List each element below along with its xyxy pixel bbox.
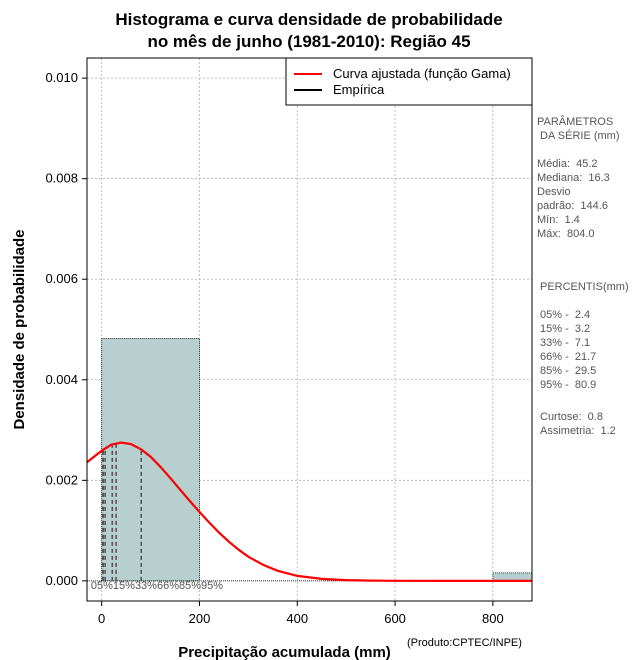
y-tick-label: 0.008 <box>45 171 78 186</box>
percentiles-title: PERCENTIS(mm) <box>540 281 629 293</box>
shape-values: Curtose: 0.8 Assimetria: 1.2 <box>540 411 616 437</box>
credit-note: (Produto:CPTEC/INPE) <box>407 637 522 649</box>
percentiles-values: 05% - 2.4 15% - 3.2 33% - 7.1 66% - 21.7… <box>540 309 597 391</box>
x-tick-label: 0 <box>98 611 105 626</box>
x-tick-label: 200 <box>189 611 211 626</box>
y-tick-label: 0.006 <box>45 271 78 286</box>
percentile-annotation: 05%15%33%66%85%95% <box>91 580 223 592</box>
chart-subtitle: no mês de junho (1981-2010): Região 45 <box>147 32 471 51</box>
histogram-bar <box>492 572 532 582</box>
y-tick-label: 0.010 <box>45 70 78 85</box>
y-axis-label: Densidade de probabilidade <box>11 229 28 429</box>
legend-label-empirical: Empírica <box>333 82 385 97</box>
y-tick-label: 0.000 <box>45 573 78 588</box>
y-tick-label: 0.002 <box>45 472 78 487</box>
x-tick-label: 800 <box>482 611 504 626</box>
y-tick-label: 0.004 <box>45 372 78 387</box>
chart-title: Histograma e curva densidade de probabil… <box>115 10 503 29</box>
legend-box <box>285 57 533 106</box>
x-tick-label: 600 <box>384 611 406 626</box>
x-axis-label: Precipitação acumulada (mm) <box>178 644 391 660</box>
fitted-curve-line <box>87 441 532 582</box>
params-title: PARÂMETROS DA SÉRIE (mm) <box>537 116 620 142</box>
x-tick-label: 400 <box>286 611 308 626</box>
histogram-bar <box>101 338 200 582</box>
params-values: Média: 45.2 Mediana: 16.3 Desvio padrão:… <box>537 158 610 240</box>
legend-label-fitted: Curva ajustada (função Gama) <box>333 66 511 81</box>
histogram-bars <box>101 338 532 582</box>
